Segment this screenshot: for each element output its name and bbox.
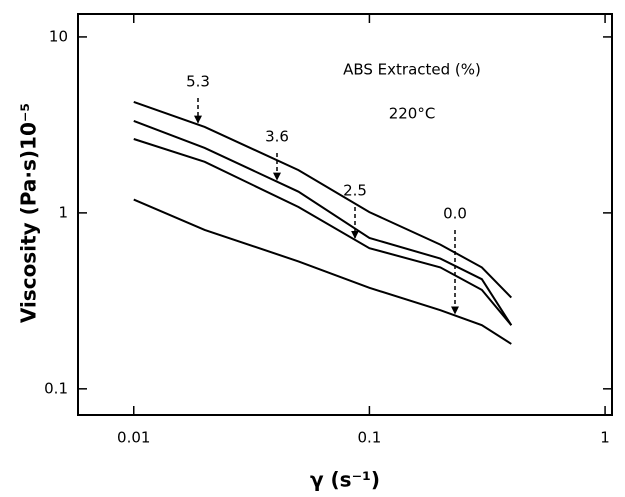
series-line bbox=[133, 101, 513, 299]
legend-title: ABS Extracted (%) bbox=[343, 61, 481, 79]
series-line bbox=[133, 120, 513, 326]
x-tick-label: 0.01 bbox=[117, 429, 150, 447]
series-label: 0.0 bbox=[443, 205, 467, 223]
series-label: 2.5 bbox=[343, 182, 367, 200]
x-axis-label: γ (s⁻¹) bbox=[310, 468, 380, 492]
x-tick-label: 1 bbox=[600, 429, 610, 447]
y-tick-label: 0.1 bbox=[44, 379, 68, 397]
plot-frame bbox=[77, 13, 613, 416]
series-line bbox=[133, 138, 513, 326]
series-label: 5.3 bbox=[186, 73, 210, 91]
series-label: 3.6 bbox=[265, 128, 289, 146]
y-tick-label: 1 bbox=[58, 203, 68, 221]
y-tick-label: 10 bbox=[49, 27, 68, 45]
subtitle: 220°C bbox=[389, 105, 436, 123]
x-tick-label: 0.1 bbox=[357, 429, 381, 447]
y-axis-label: Viscosity (Pa·s)10⁻⁵ bbox=[17, 103, 41, 323]
series-line bbox=[133, 198, 512, 345]
